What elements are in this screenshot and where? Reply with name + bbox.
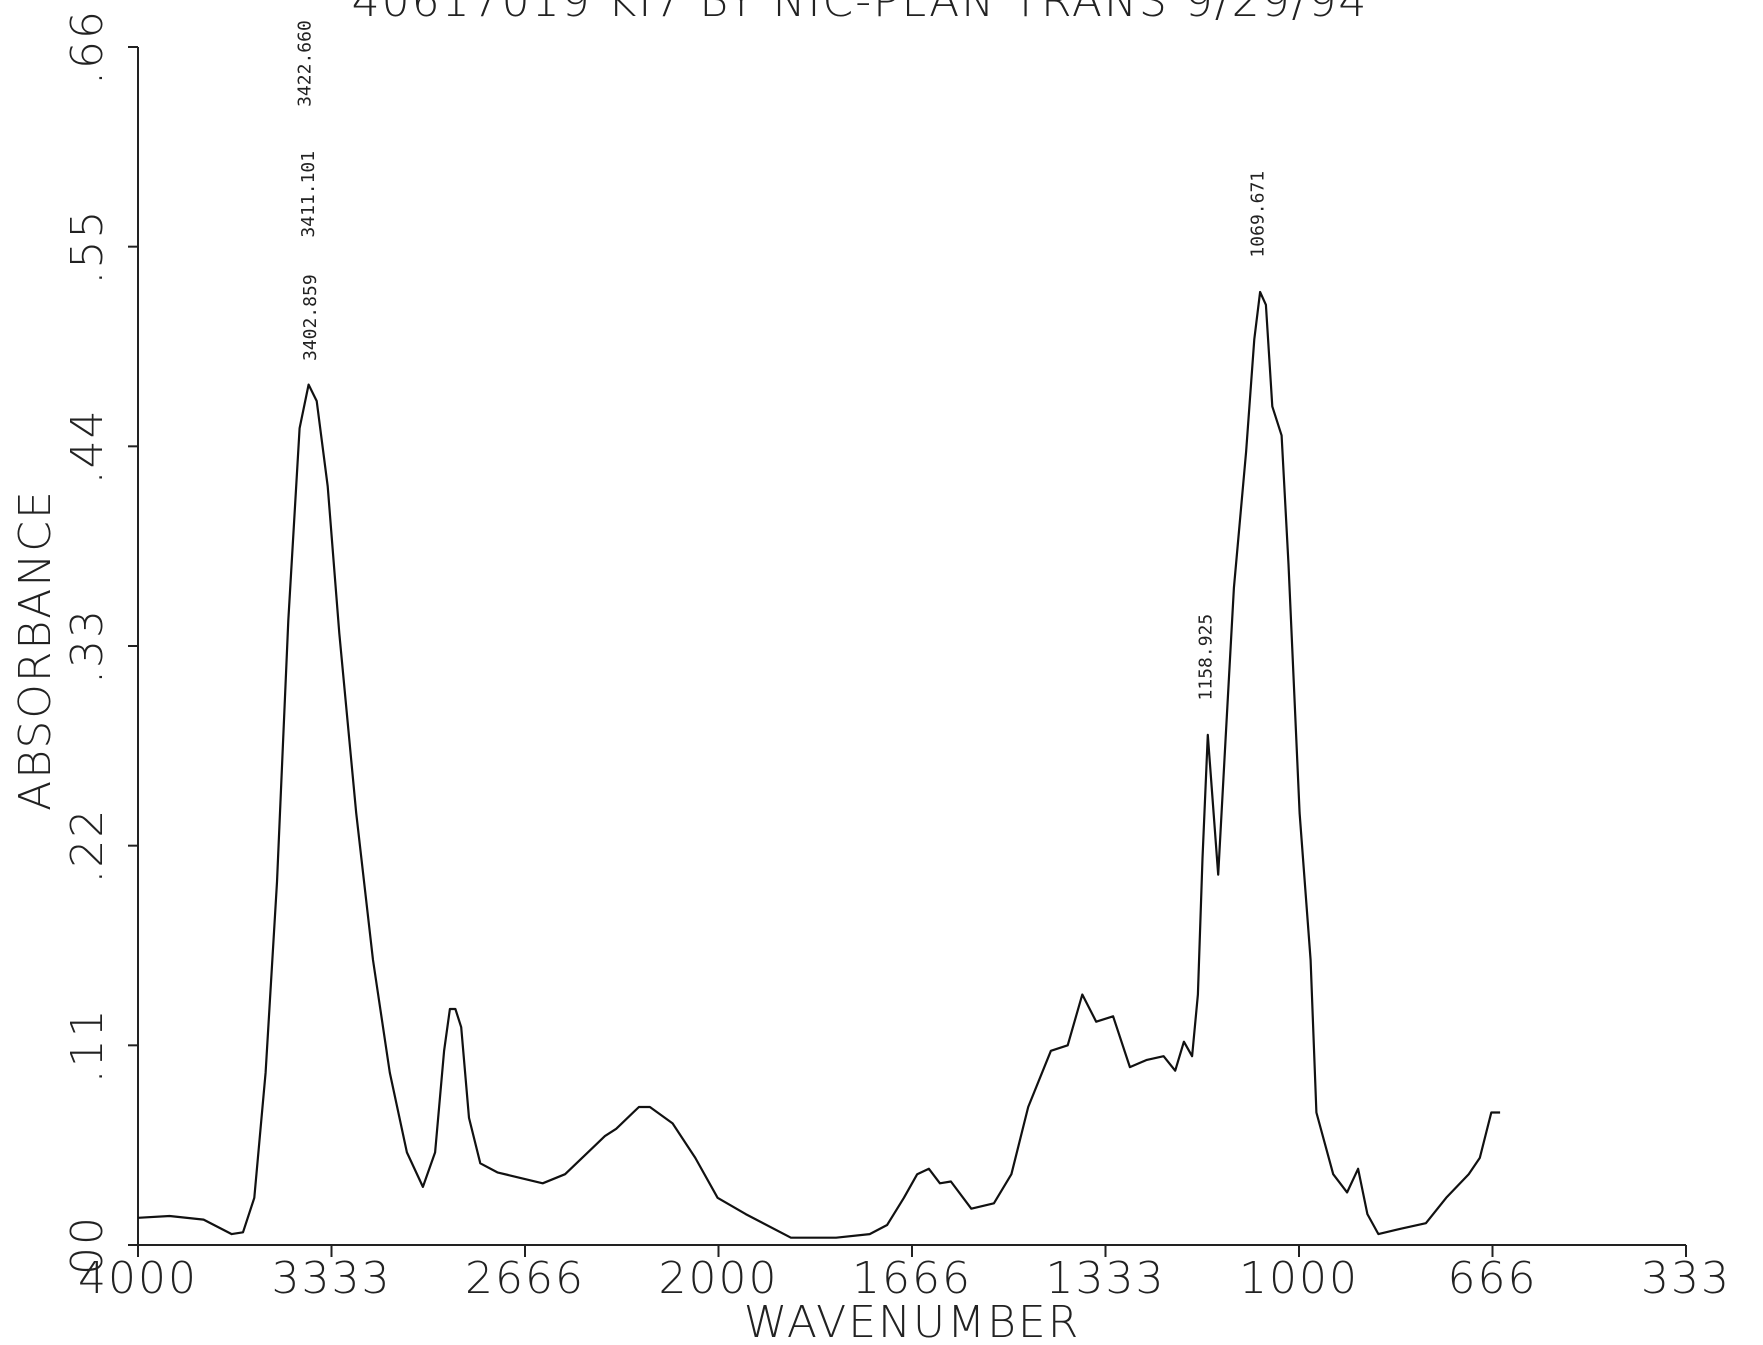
- y-tick-label: .55: [62, 209, 113, 285]
- peak-label: 1069.671: [1248, 171, 1269, 258]
- y-tick-label: .33: [62, 608, 113, 684]
- x-tick-label: 1666: [852, 1253, 972, 1304]
- peak-label: 3422.660: [294, 20, 315, 107]
- y-tick-label: .44: [62, 408, 113, 484]
- chart-title: 40617019 KI7 BY NIC-PLAN TRANS 9/29/94: [352, 0, 1369, 27]
- y-tick-label: 00: [62, 1215, 113, 1275]
- x-tick-label: 333: [1641, 1253, 1731, 1304]
- x-tick-label: 4000: [78, 1253, 198, 1304]
- y-tick-label: .66: [62, 9, 113, 85]
- peak-label: 1158.925: [1196, 614, 1217, 701]
- y-tick-label: .11: [62, 1007, 113, 1083]
- peak-label: 3402.859: [300, 274, 321, 361]
- spectrum-line: [137, 290, 1501, 1239]
- y-axis-label: ABSORBANCE: [10, 489, 61, 811]
- x-tick-label: 666: [1448, 1253, 1538, 1304]
- x-axis-label: WAVENUMBER: [744, 1297, 1081, 1345]
- x-tick-label: 2666: [465, 1253, 585, 1304]
- peak-label: 3411.101: [298, 151, 319, 238]
- x-tick-label: 1000: [1239, 1253, 1359, 1304]
- y-tick-label: .22: [62, 808, 113, 884]
- x-tick-label: 1333: [1046, 1253, 1166, 1304]
- x-tick-label: 2000: [659, 1253, 779, 1304]
- x-tick-label: 3333: [272, 1253, 392, 1304]
